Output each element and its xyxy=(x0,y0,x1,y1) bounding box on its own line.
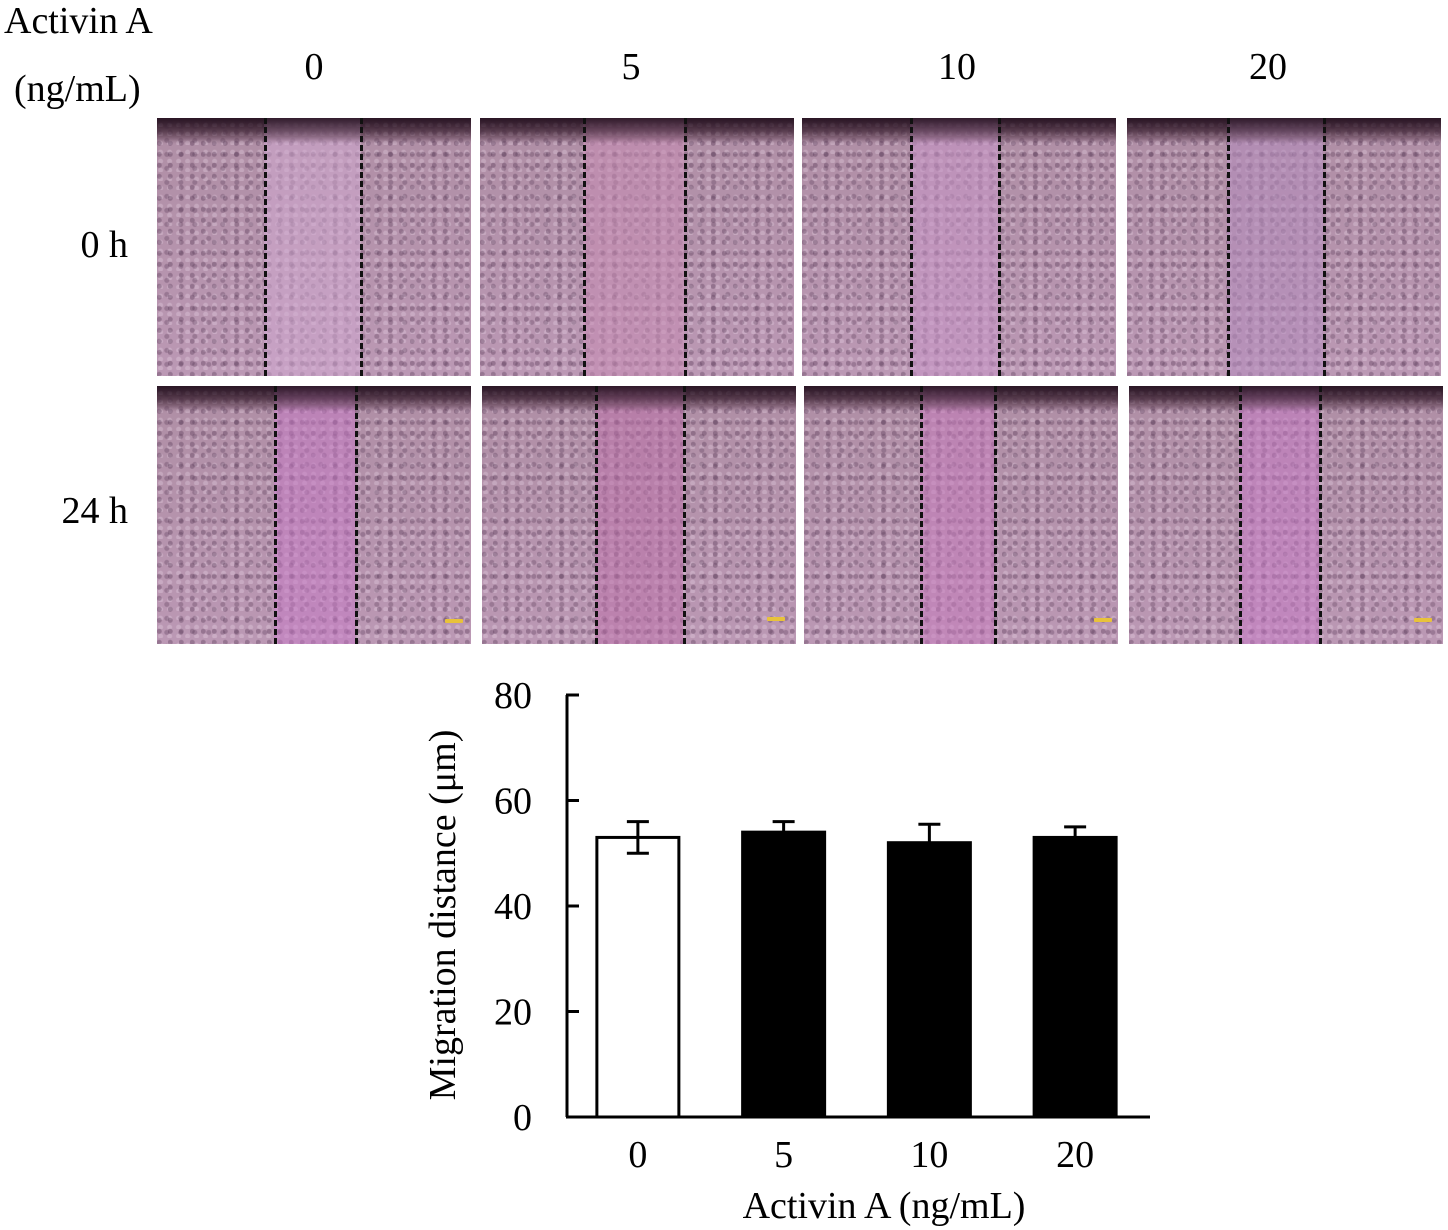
row-label-24h: 24 h xyxy=(61,490,129,532)
micrograph-24h-0 xyxy=(157,386,471,644)
wound-edge-line xyxy=(274,386,277,644)
wound-edge-line xyxy=(1227,118,1230,376)
wound-edge-line xyxy=(355,386,358,644)
scale-bar xyxy=(767,617,785,621)
header-label-unit: (ng/mL) xyxy=(14,68,141,110)
micrograph-24h-5 xyxy=(482,386,796,644)
wound-edge-line xyxy=(683,386,686,644)
y-tick-label: 40 xyxy=(494,886,532,928)
wound-edge-line xyxy=(684,118,687,376)
wound-edge-line xyxy=(994,386,997,644)
x-tick-label: 10 xyxy=(910,1134,948,1176)
row-label-0h: 0 h xyxy=(80,224,129,266)
bar-20 xyxy=(1032,835,1118,1119)
header-label-activin: Activin A xyxy=(4,0,153,42)
wound-edge-line xyxy=(1323,118,1326,376)
x-tick-label: 0 xyxy=(628,1134,647,1176)
column-label-0: 0 xyxy=(304,46,324,88)
y-tick-label: 80 xyxy=(494,675,532,717)
bar-5 xyxy=(741,830,827,1119)
micrograph-24h-10 xyxy=(804,386,1118,644)
micrograph-0h-20 xyxy=(1127,118,1441,376)
wound-edge-line xyxy=(595,386,598,644)
scale-bar xyxy=(445,619,463,623)
micrograph-0h-0 xyxy=(157,118,471,376)
bar-0 xyxy=(595,835,681,1119)
wound-edge-line xyxy=(920,386,923,644)
column-label-20: 20 xyxy=(1249,46,1287,88)
column-label-10: 10 xyxy=(938,46,976,88)
x-tick-label: 20 xyxy=(1056,1134,1094,1176)
wound-edge-line xyxy=(1239,386,1242,644)
wound-edge-line xyxy=(1319,386,1322,644)
bar-10 xyxy=(886,841,972,1119)
y-axis-label: Migration distance (μm) xyxy=(422,730,464,1101)
wound-edge-line xyxy=(360,118,363,376)
micrograph-24h-20 xyxy=(1129,386,1443,644)
wound-edge-line xyxy=(910,118,913,376)
wound-edge-line xyxy=(583,118,586,376)
scale-bar xyxy=(1414,618,1432,622)
scale-bar xyxy=(1094,618,1112,622)
y-tick-label: 60 xyxy=(494,781,532,823)
y-tick-label: 0 xyxy=(513,1097,532,1139)
x-axis-label: Activin A (ng/mL) xyxy=(743,1185,1026,1227)
column-label-5: 5 xyxy=(621,46,641,88)
wound-edge-line xyxy=(264,118,267,376)
wound-edge-line xyxy=(998,118,1001,376)
x-tick-label: 5 xyxy=(774,1134,793,1176)
micrograph-0h-5 xyxy=(480,118,794,376)
micrograph-0h-10 xyxy=(802,118,1116,376)
y-tick-label: 20 xyxy=(494,992,532,1034)
